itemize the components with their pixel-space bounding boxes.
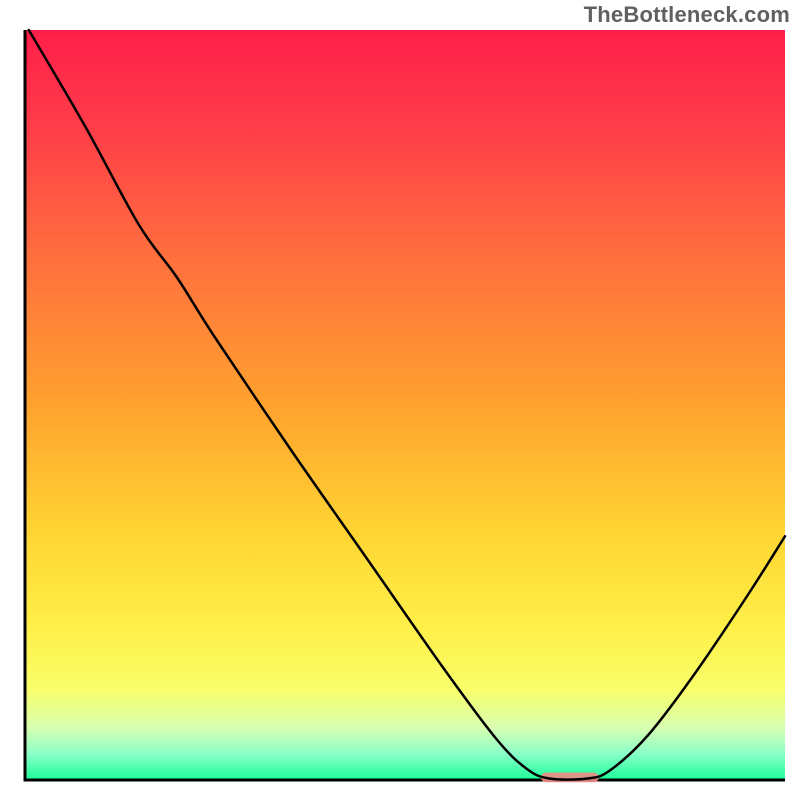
chart-container: TheBottleneck.com — [0, 0, 800, 800]
site-watermark: TheBottleneck.com — [584, 2, 790, 28]
plot-background — [25, 30, 785, 780]
bottleneck-chart — [0, 0, 800, 800]
